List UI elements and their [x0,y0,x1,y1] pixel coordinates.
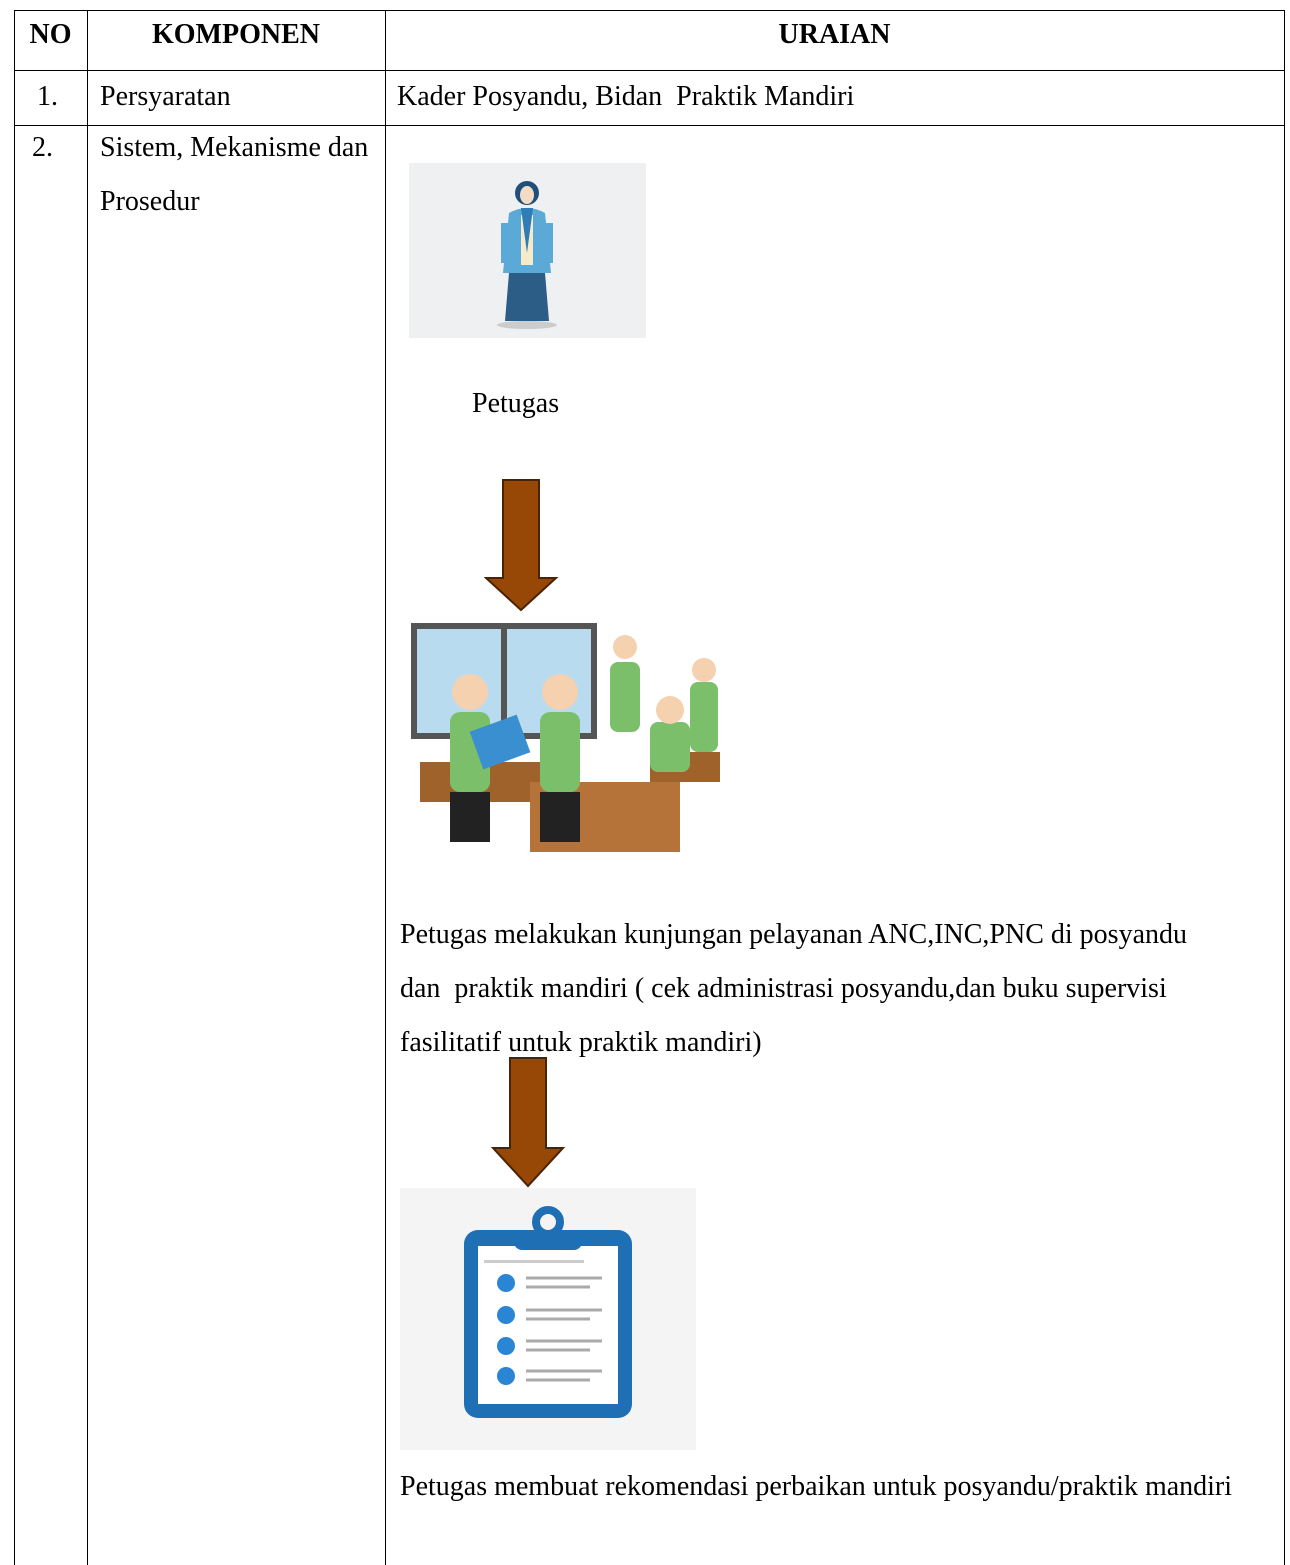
table-border [14,70,1285,71]
cell-uraian: Kader Posyandu, Bidan Praktik Mandiri [397,81,855,112]
table-border [87,10,88,1565]
cell-no: 2. [32,132,53,163]
table-border [1284,10,1285,1565]
cell-no: 1. [37,81,58,112]
table-border [14,10,15,1565]
cell-komponen: Sistem, Mekanisme dan Prosedur [100,132,376,217]
header-cell: NO [29,19,72,50]
arrow [491,1057,566,1188]
petugas-illustration [409,163,646,338]
arrow [484,479,559,612]
flow-step: Petugas [472,388,560,419]
header-cell: KOMPONEN [152,19,320,50]
flow-step: Petugas membuat rekomendasi perbaikan un… [400,1471,1233,1502]
table-border [14,125,1285,126]
cell-komponen: Persyaratan [100,81,231,112]
header-cell: URAIAN [778,19,891,50]
table-border [385,10,386,1565]
clipboard-illustration [400,1188,696,1450]
kunjungan-illustration [400,622,733,893]
flow-step: Petugas melakukan kunjungan pelayanan AN… [400,919,1195,1058]
table-border [14,10,1285,11]
